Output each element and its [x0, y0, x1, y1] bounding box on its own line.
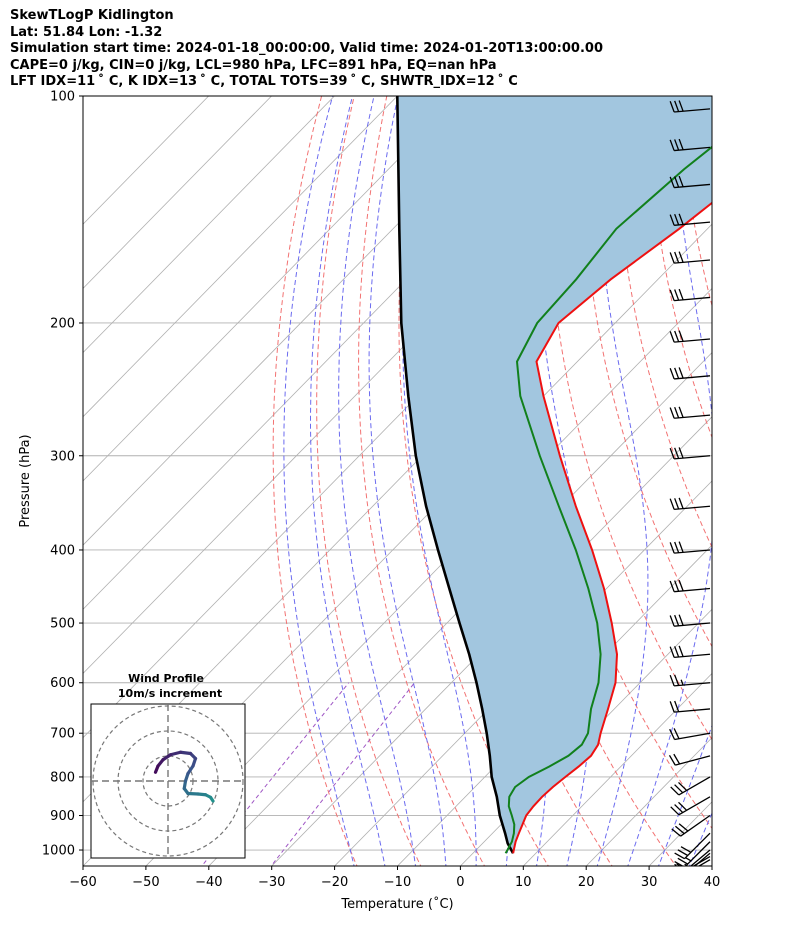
wind-barb	[669, 447, 711, 460]
hodograph-segment	[186, 791, 200, 796]
wind-barb	[669, 100, 711, 113]
dry-adiabat-line	[546, 96, 712, 741]
dry-adiabat-line	[776, 79, 794, 869]
location-line: Lat: 51.84 Lon: -1.32	[10, 24, 163, 40]
x-tick-label: 40	[704, 875, 721, 890]
wind-barb	[671, 814, 711, 837]
hodograph-title: Wind Profile	[128, 672, 204, 685]
dewpoint-profile-line	[504, 145, 712, 854]
isotherm-line	[83, 96, 273, 289]
wind-barb	[669, 213, 711, 226]
x-tick-label: −20	[321, 875, 348, 890]
hodograph-segment	[178, 750, 193, 756]
wind-barb	[669, 541, 711, 554]
chart-header: SkewTLogP Kidlington Lat: 51.84 Lon: -1.…	[10, 8, 780, 91]
wind-barb	[669, 406, 711, 419]
cape-cin-shade	[397, 96, 712, 854]
wind-barb	[669, 138, 711, 152]
hodograph-subtitle: 10m/s increment	[118, 687, 222, 700]
isotherm-line	[83, 96, 335, 354]
x-tick-label: 10	[515, 875, 532, 890]
y-tick-label: 1000	[42, 844, 75, 859]
params-line: CAPE=0 j/kg, CIN=0 j/kg, LCL=980 hPa, LF…	[10, 57, 497, 73]
isotherm-line	[334, 480, 712, 866]
moist-adiabat-line	[283, 96, 355, 866]
wind-barb	[669, 700, 711, 713]
isotherm-line	[83, 96, 461, 482]
wind-barb	[669, 330, 711, 343]
dry-adiabat-line	[358, 96, 486, 866]
isotherm-line	[208, 351, 712, 866]
dry-adiabat-line	[398, 96, 549, 866]
time-line: Simulation start time: 2024-01-18_00:00:…	[10, 41, 603, 57]
y-tick-label: 100	[50, 90, 75, 105]
moist-adiabat-line	[596, 96, 649, 866]
axes: −60 −50 −40 −30 −20 −10 0 10 20 30 40 1000 900 800 700…	[18, 90, 720, 913]
isotherm-line	[271, 416, 712, 866]
moist-adiabat-line	[310, 96, 386, 866]
wind-barb	[669, 674, 711, 687]
y-tick-label: 900	[50, 809, 75, 824]
wind-barb	[674, 841, 711, 866]
y-tick-label: 300	[50, 449, 75, 464]
hodograph-segment	[153, 764, 160, 774]
wind-barb	[669, 579, 711, 593]
wind-barb	[669, 728, 711, 741]
x-tick-label: −50	[132, 875, 159, 890]
x-tick-label: 20	[578, 875, 595, 890]
wind-barb	[669, 645, 711, 659]
moist-adiabat-line	[402, 96, 477, 866]
isotherm-line	[711, 865, 712, 866]
moist-adiabat-line	[688, 812, 712, 866]
wind-barb	[669, 614, 711, 627]
x-axis-label: Temperature (˚C)	[340, 896, 453, 912]
wind-barb	[668, 753, 711, 766]
wind-barb	[669, 497, 711, 511]
y-axis-label: Pressure (hPa)	[18, 434, 33, 527]
dry-adiabat-line	[316, 96, 422, 866]
isotherm-line	[522, 672, 712, 866]
wind-barb	[670, 796, 711, 816]
indices-line: LFT IDX=11 ˚ C, K IDX=13 ˚ C, TOTAL TOTS…	[10, 74, 518, 90]
isotherm-line	[83, 96, 210, 225]
wind-barb	[674, 832, 711, 860]
moist-adiabat-line	[368, 96, 447, 866]
x-tick-label: −10	[384, 875, 411, 890]
mixing-ratio-line	[270, 682, 415, 866]
y-tick-label: 200	[50, 316, 75, 331]
y-tick-label: 800	[50, 770, 75, 785]
wind-barb	[669, 251, 711, 264]
moist-adiabat-line	[338, 96, 417, 866]
dry-adiabat-line	[711, 79, 794, 869]
dry-adiabat-line	[614, 96, 712, 549]
wind-barb	[670, 776, 711, 796]
x-tick-label: −40	[195, 875, 222, 890]
x-tick-label: 30	[641, 875, 658, 890]
x-tick-label: −30	[258, 875, 285, 890]
dry-adiabat-line	[272, 96, 358, 866]
wind-barb	[669, 288, 711, 302]
hodograph-segment	[168, 750, 183, 757]
isotherm-line	[83, 96, 398, 418]
y-tick-label: 700	[50, 727, 75, 742]
moist-adiabat-line	[627, 96, 712, 866]
hodograph-inset: Wind Profile 10m/s increment	[90, 672, 246, 859]
wind-barb	[693, 852, 711, 866]
y-tick-label: 500	[50, 617, 75, 632]
wind-barb	[669, 367, 711, 380]
wind-barb	[697, 859, 711, 866]
temperature-profile-line	[512, 201, 712, 854]
parcel-profile-line	[396, 96, 515, 854]
wind-barb	[669, 175, 711, 189]
dry-adiabat-line	[744, 79, 794, 869]
y-tick-label: 600	[50, 676, 75, 691]
chart-title: SkewTLogP Kidlington	[10, 8, 174, 23]
y-tick-label: 400	[50, 543, 75, 558]
x-tick-label: 0	[456, 875, 464, 890]
x-tick-label: −60	[69, 875, 96, 890]
